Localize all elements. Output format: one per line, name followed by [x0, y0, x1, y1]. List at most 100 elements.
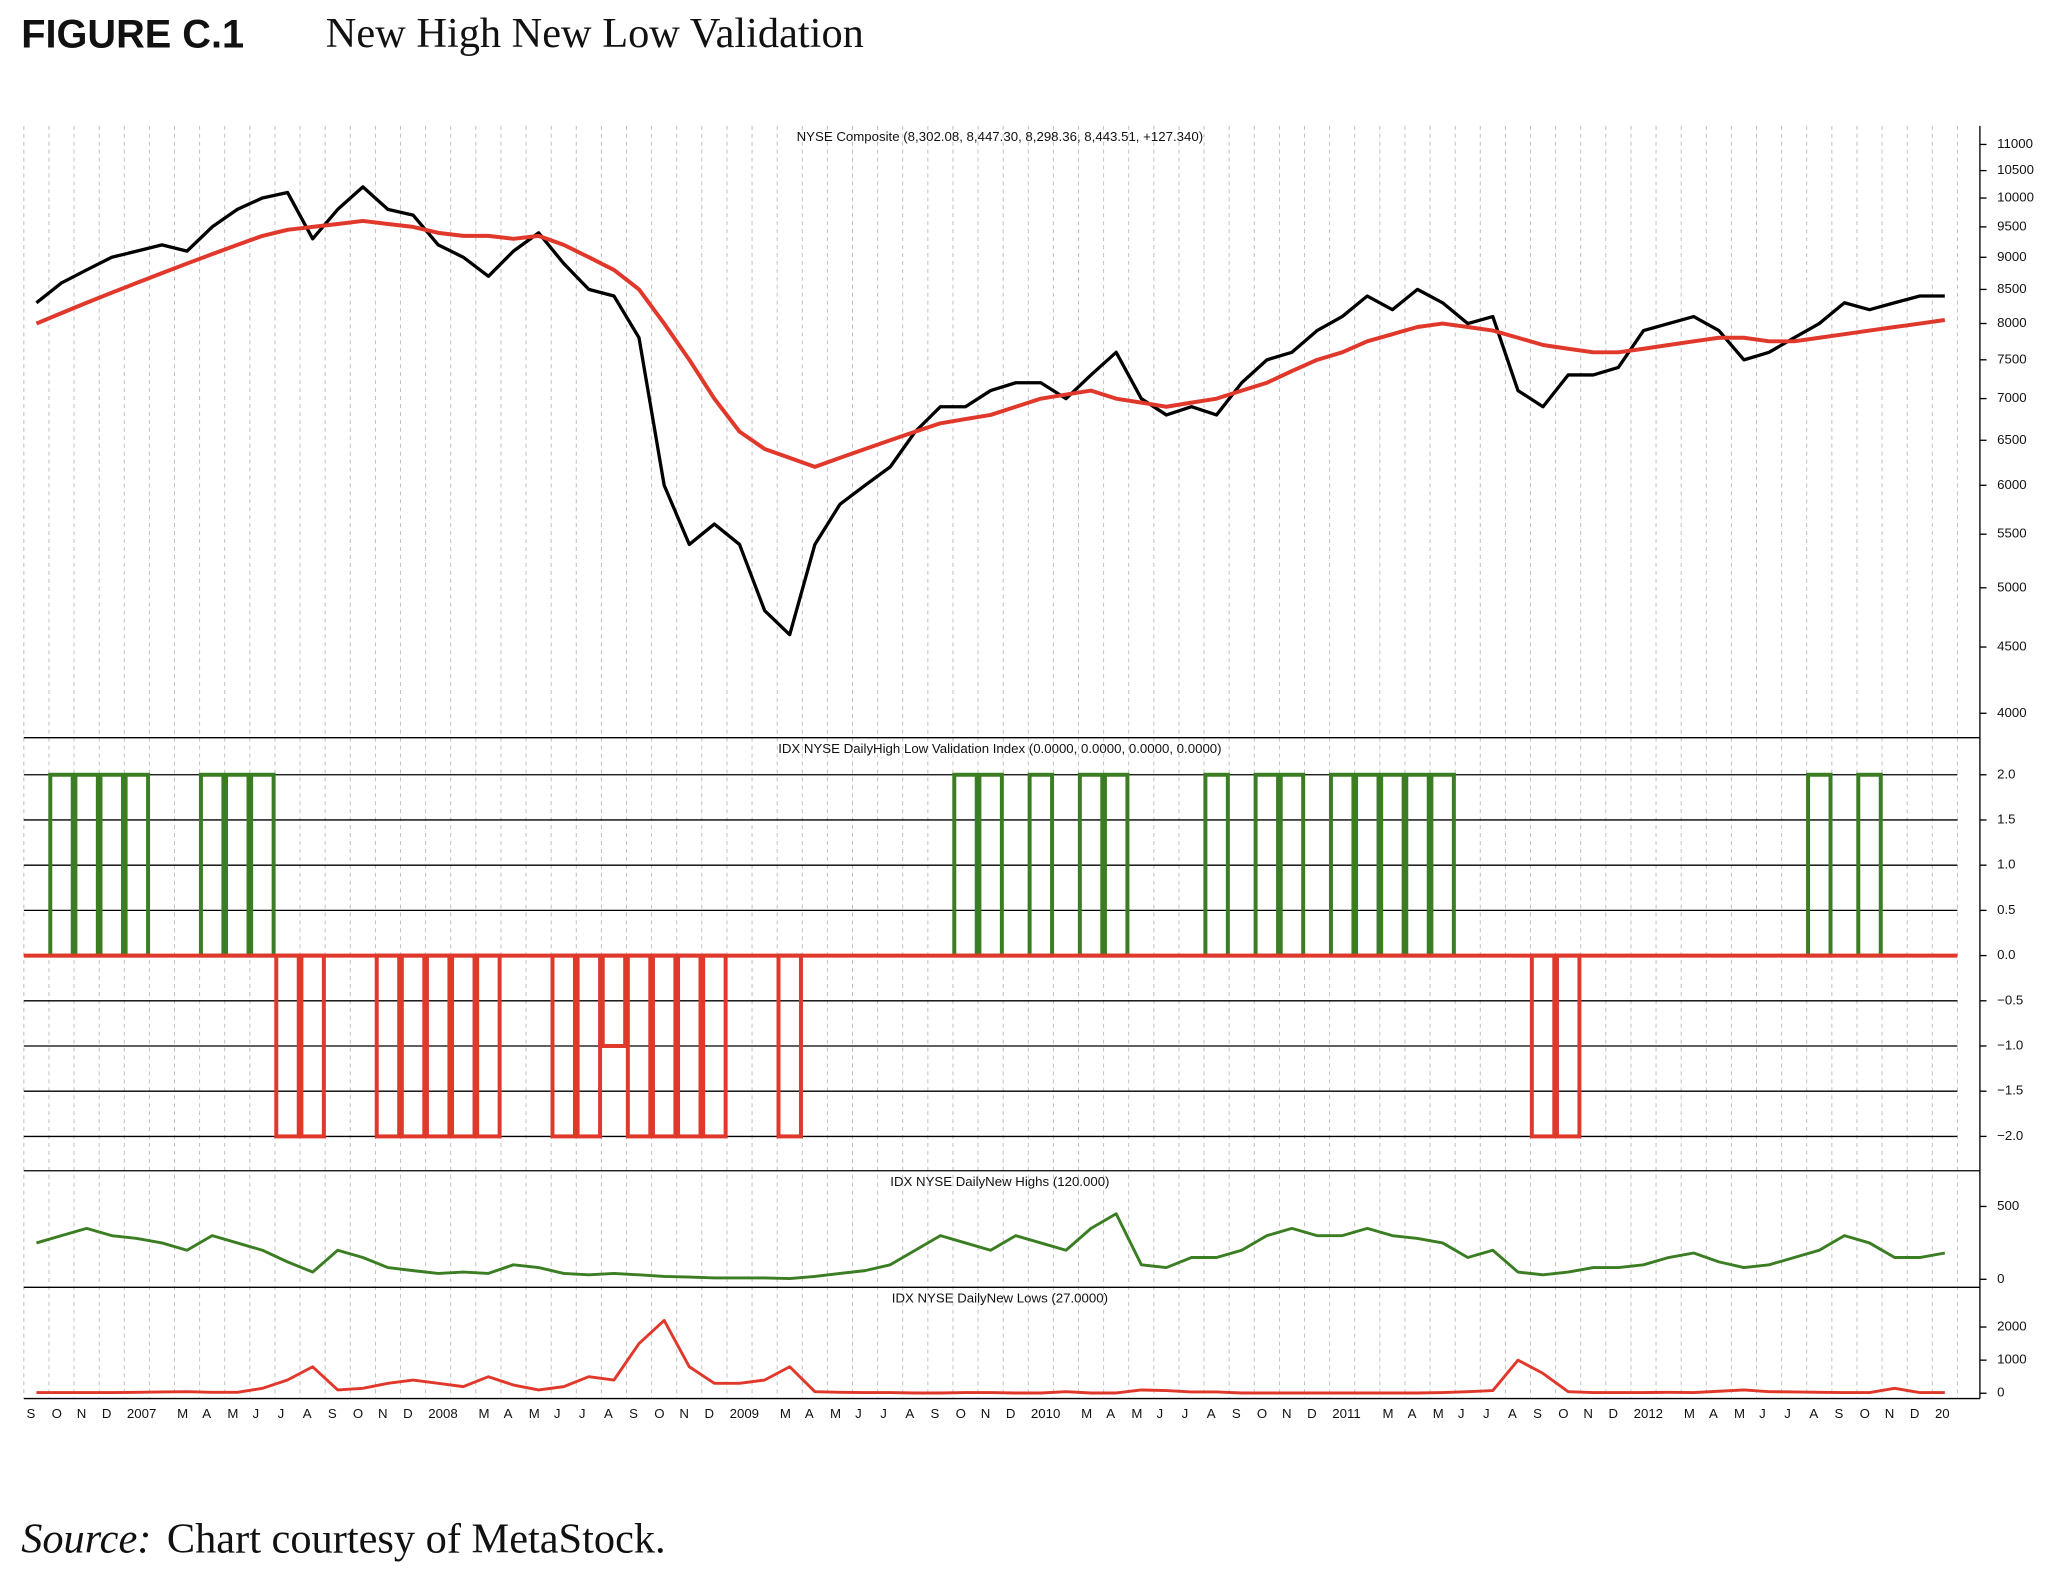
x-tick-label: M	[1131, 1406, 1142, 1421]
source-label: Source:	[21, 1516, 151, 1563]
x-tick-label: A	[1709, 1406, 1718, 1421]
series-line	[35, 218, 1946, 469]
y-tick-label: 5000	[1997, 579, 2026, 594]
x-tick-label: J	[1458, 1406, 1465, 1421]
y-tick-label: −2.0	[1997, 1128, 2023, 1143]
y-tick-label: 2.0	[1997, 766, 2015, 781]
x-tick-label: J	[1483, 1406, 1490, 1421]
x-tick-label: D	[1608, 1406, 1618, 1421]
y-tick-label: 8000	[1997, 315, 2026, 330]
x-tick-label: M	[529, 1406, 540, 1421]
x-tick-label: D	[1910, 1406, 1920, 1421]
x-tick-label: M	[1433, 1406, 1444, 1421]
x-tick-label: O	[353, 1406, 363, 1421]
y-tick-label: 9500	[1997, 218, 2026, 233]
x-tick-label: A	[805, 1406, 814, 1421]
y-tick-label: 9000	[1997, 249, 2026, 264]
y-tick-label: 6500	[1997, 432, 2026, 447]
y-tick-label: 11000	[1997, 136, 2033, 151]
x-tick-label: M	[227, 1406, 238, 1421]
x-tick-label: S	[930, 1406, 939, 1421]
panel-title: IDX NYSE DailyHigh Low Validation Index …	[778, 741, 1221, 756]
x-tick-label: 2007	[127, 1406, 156, 1421]
x-tick-label: J	[1156, 1406, 1163, 1421]
y-tick-label: 0.5	[1997, 902, 2015, 917]
y-tick-label: 1.5	[1997, 811, 2015, 826]
x-tick-label: 2010	[1031, 1406, 1060, 1421]
x-tick-label: D	[704, 1406, 714, 1421]
y-tick-label: 1.0	[1997, 857, 2015, 872]
figure-label: FIGURE C.1	[21, 13, 244, 57]
x-tick-label: M	[780, 1406, 791, 1421]
x-tick-label: O	[1257, 1406, 1267, 1421]
figure-title: New High New Low Validation	[326, 10, 864, 57]
x-tick-label: N	[378, 1406, 388, 1421]
y-tick-label: 0	[1997, 1385, 2004, 1400]
x-tick-label: J	[579, 1406, 586, 1421]
panel-title: NYSE Composite (8,302.08, 8,447.30, 8,29…	[797, 129, 1204, 144]
x-tick-label: O	[1558, 1406, 1568, 1421]
x-tick-label: S	[1834, 1406, 1843, 1421]
x-tick-label: A	[504, 1406, 513, 1421]
y-tick-label: 7500	[1997, 351, 2026, 366]
x-tick-label: J	[880, 1406, 887, 1421]
x-tick-label: A	[202, 1406, 211, 1421]
x-tick-label: J	[1182, 1406, 1189, 1421]
x-tick-label: N	[981, 1406, 991, 1421]
y-tick-label: 500	[1997, 1198, 2019, 1213]
x-tick-label: O	[1860, 1406, 1870, 1421]
x-tick-label: 2012	[1634, 1406, 1663, 1421]
y-tick-label: 7000	[1997, 390, 2026, 405]
x-tick-label: 2009	[730, 1406, 759, 1421]
y-tick-label: 10000	[1997, 190, 2034, 205]
x-tick-label: O	[654, 1406, 664, 1421]
y-tick-label: 6000	[1997, 477, 2026, 492]
x-tick-label: N	[679, 1406, 689, 1421]
x-tick-label: A	[1207, 1406, 1216, 1421]
series-line	[36, 1318, 1945, 1395]
y-tick-label: 5500	[1997, 526, 2026, 541]
x-tick-label: M	[1684, 1406, 1695, 1421]
x-tick-label: M	[1081, 1406, 1092, 1421]
x-tick-label: D	[403, 1406, 413, 1421]
x-tick-label: A	[604, 1406, 613, 1421]
x-tick-label: J	[554, 1406, 561, 1421]
y-tick-label: 0	[1997, 1271, 2004, 1286]
x-tick-label: N	[1583, 1406, 1593, 1421]
x-tick-label: A	[905, 1406, 914, 1421]
x-tick-label: A	[1809, 1406, 1818, 1421]
x-tick-label: A	[1408, 1406, 1417, 1421]
x-tick-label: M	[478, 1406, 489, 1421]
x-tick-label: J	[1784, 1406, 1791, 1421]
x-tick-label: A	[1508, 1406, 1517, 1421]
y-tick-label: 10500	[1997, 162, 2034, 177]
y-tick-label: 8500	[1997, 281, 2026, 296]
y-tick-label: −1.0	[1997, 1037, 2023, 1052]
source-text: Chart courtesy of MetaStock.	[167, 1516, 666, 1563]
series-line	[36, 1212, 1946, 1281]
x-tick-label: M	[1382, 1406, 1393, 1421]
x-tick-label: N	[1885, 1406, 1895, 1421]
y-tick-label: 4500	[1997, 639, 2026, 654]
x-tick-label: 20	[1935, 1406, 1950, 1421]
x-tick-label: M	[1734, 1406, 1745, 1421]
x-tick-label: O	[956, 1406, 966, 1421]
x-tick-label: S	[629, 1406, 638, 1421]
y-tick-label: 0.0	[1997, 947, 2015, 962]
x-tick-label: D	[1307, 1406, 1317, 1421]
x-tick-label: A	[1106, 1406, 1115, 1421]
x-tick-label: J	[278, 1406, 285, 1421]
x-tick-label: 2008	[428, 1406, 457, 1421]
panel-title: IDX NYSE DailyNew Highs (120.000)	[890, 1174, 1109, 1189]
x-tick-label: J	[252, 1406, 259, 1421]
x-tick-label: A	[303, 1406, 312, 1421]
x-tick-label: O	[52, 1406, 62, 1421]
series-line	[35, 185, 1945, 637]
x-tick-label: S	[328, 1406, 337, 1421]
y-tick-label: 4000	[1997, 705, 2026, 720]
y-tick-label: −1.5	[1997, 1083, 2023, 1098]
x-tick-label: M	[177, 1406, 188, 1421]
x-tick-label: S	[26, 1406, 35, 1421]
panel-title: IDX NYSE DailyNew Lows (27.0000)	[892, 1291, 1108, 1306]
